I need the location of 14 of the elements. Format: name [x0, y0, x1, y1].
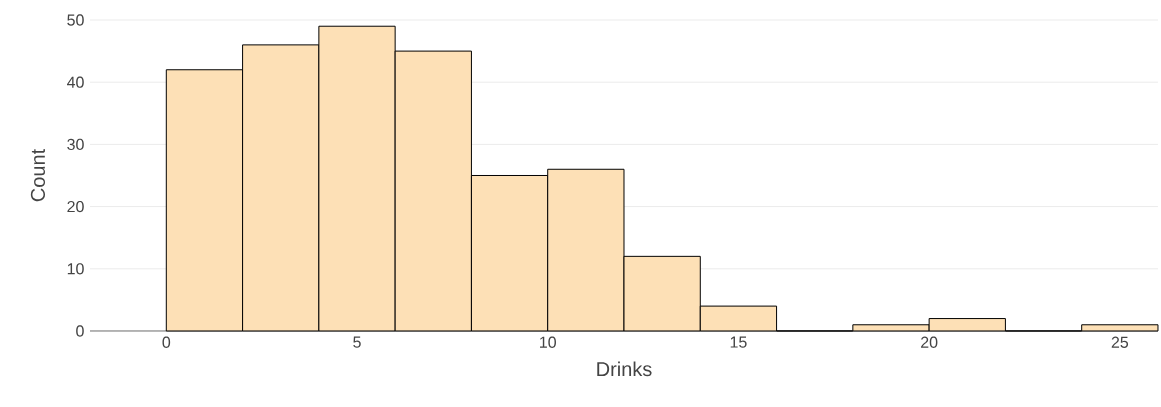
- y-tick-label: 0: [76, 325, 84, 337]
- y-tick-label: 50: [67, 14, 84, 26]
- x-tick-label: 10: [540, 336, 556, 348]
- y-tick-label: 30: [67, 138, 84, 151]
- y-tick-label: 10: [67, 263, 84, 275]
- x-tick-label: 25: [1111, 336, 1129, 348]
- y-tick-label: 20: [67, 200, 84, 213]
- y-tick-label: 40: [67, 76, 84, 88]
- y-axis-title: Count: [30, 148, 46, 202]
- x-tick-label: 5: [353, 336, 361, 348]
- x-tick-label: 0: [162, 336, 171, 348]
- x-axis-title: Drinks: [597, 361, 652, 377]
- x-tick-label: 15: [730, 336, 747, 348]
- x-tick-label: 20: [921, 336, 938, 348]
